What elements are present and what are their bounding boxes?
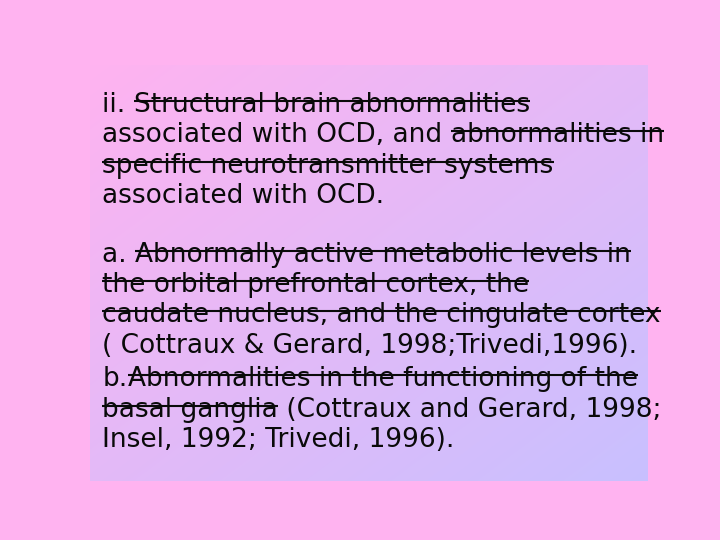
Text: Abnormalities in the functioning of the: Abnormalities in the functioning of the	[127, 366, 637, 392]
Text: basal ganglia: basal ganglia	[102, 396, 278, 423]
Text: Insel, 1992; Trivedi, 1996).: Insel, 1992; Trivedi, 1996).	[102, 427, 454, 453]
Text: Structural brain abnormalities: Structural brain abnormalities	[134, 92, 530, 118]
Text: ii.: ii.	[102, 92, 134, 118]
Text: abnormalities in: abnormalities in	[451, 122, 664, 148]
Text: caudate nucleus, and the cingulate cortex: caudate nucleus, and the cingulate corte…	[102, 302, 661, 328]
Text: specific neurotransmitter systems: specific neurotransmitter systems	[102, 152, 554, 179]
Text: ( Cottraux & Gerard, 1998;Trivedi,1996).: ( Cottraux & Gerard, 1998;Trivedi,1996).	[102, 333, 637, 359]
Text: associated with OCD.: associated with OCD.	[102, 183, 384, 209]
Text: a.: a.	[102, 241, 135, 267]
Text: Abnormally active metabolic levels in: Abnormally active metabolic levels in	[135, 241, 631, 267]
Text: (Cottraux and Gerard, 1998;: (Cottraux and Gerard, 1998;	[278, 396, 662, 423]
Text: associated with OCD, and: associated with OCD, and	[102, 122, 451, 148]
Text: b.: b.	[102, 366, 127, 392]
Text: the orbital prefrontal cortex, the: the orbital prefrontal cortex, the	[102, 272, 529, 298]
